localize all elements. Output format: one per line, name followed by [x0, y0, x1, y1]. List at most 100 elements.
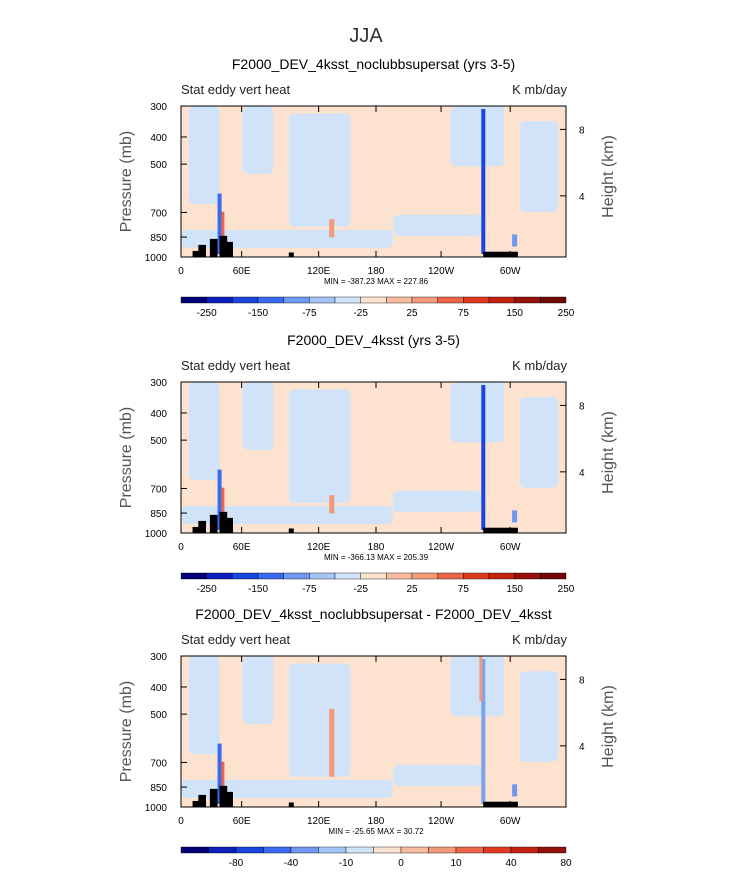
colorbar-swatch	[232, 296, 259, 304]
x-tick-label: 120E	[307, 816, 331, 827]
y-tick-label: 300	[150, 102, 167, 113]
colorbar-swatch	[488, 296, 515, 304]
height-tick-label: 4	[579, 192, 585, 203]
colorbar-swatch	[463, 572, 490, 580]
colorbar-swatch	[290, 846, 319, 854]
y-tick-label: 1000	[145, 803, 168, 814]
terrain-block	[209, 238, 218, 257]
cold-core-60w	[481, 385, 486, 530]
cold-core-africa	[217, 743, 222, 804]
y-tick-label: 500	[150, 710, 167, 721]
colorbar-swatch	[283, 296, 310, 304]
colorbar-label: -75	[302, 308, 317, 319]
colorbar-swatch	[208, 846, 237, 854]
colorbar-label: 80	[560, 858, 572, 869]
cold-core-60w	[481, 659, 486, 804]
warm-core-120e	[329, 219, 335, 238]
colorbar-swatch	[345, 846, 374, 854]
x-tick-label: 120W	[428, 816, 455, 827]
colorbar-swatch	[257, 572, 284, 580]
field-patch-negative	[450, 382, 505, 443]
terrain-block	[209, 788, 218, 807]
terrain-block	[225, 517, 233, 533]
field-patch-negative	[181, 229, 393, 248]
colorbar-swatch	[309, 296, 336, 304]
colorbar-swatch	[488, 572, 515, 580]
colorbar-swatch	[283, 572, 310, 580]
cold-core-africa	[217, 469, 222, 530]
y-tick-label: 500	[150, 160, 167, 171]
x-tick-label: 120E	[307, 542, 331, 553]
colorbar-label: 0	[398, 858, 404, 869]
height-tick-label: 4	[579, 742, 585, 753]
colorbar-swatch	[206, 572, 233, 580]
y-axis-label-right: Height (km)	[600, 135, 617, 218]
colorbar-swatch	[334, 296, 361, 304]
terrain-block	[483, 527, 518, 533]
x-tick-label: 60E	[233, 816, 251, 827]
field-patch-negative	[519, 397, 559, 488]
terrain-block	[288, 802, 294, 807]
warm-core-120e	[329, 708, 335, 777]
colorbar-swatch	[360, 296, 387, 304]
height-tick-label: 8	[579, 675, 585, 686]
right-label: K mb/day	[512, 82, 567, 97]
colorbar-swatch	[232, 572, 259, 580]
field-patch-negative	[519, 671, 559, 762]
colorbar-label: 250	[558, 584, 575, 595]
colorbar-swatch	[386, 572, 413, 580]
x-tick-label: 60E	[233, 266, 251, 277]
warm-core-africa	[221, 487, 225, 530]
colorbar-swatch	[263, 846, 292, 854]
y-tick-label: 700	[150, 758, 167, 769]
y-tick-label: 300	[150, 652, 167, 663]
panel-title: F2000_DEV_4ksst_noclubbsupersat (yrs 3-5…	[232, 56, 515, 72]
colorbar-label: -150	[248, 584, 268, 595]
cold-core-east	[512, 234, 518, 247]
terrain-block	[225, 791, 233, 807]
colorbar-swatch	[483, 846, 512, 854]
colorbar-swatch	[540, 572, 567, 580]
field-patch-negative	[188, 106, 220, 205]
y-tick-label: 850	[150, 233, 167, 244]
colorbar-label: 75	[458, 584, 470, 595]
height-tick-label: 8	[579, 401, 585, 412]
colorbar-swatch	[318, 846, 347, 854]
terrain-block	[198, 520, 207, 533]
warm-core-africa	[221, 761, 225, 804]
colorbar-swatch	[455, 846, 484, 854]
colorbar-swatch	[538, 846, 567, 854]
colorbar-swatch	[360, 572, 387, 580]
terrain-block	[225, 241, 233, 257]
colorbar-swatch	[463, 296, 490, 304]
y-tick-label: 500	[150, 436, 167, 447]
colorbar-label: 150	[506, 308, 523, 319]
x-tick-label: 60W	[500, 816, 521, 827]
min-max-stats: MIN = -387.23 MAX = 227.86	[324, 277, 429, 286]
terrain-block	[209, 514, 218, 533]
panel-2: F2000_DEV_4ksst (yrs 3-5) Stat eddy vert …	[118, 332, 617, 595]
terrain-block	[219, 785, 228, 807]
plot-frame	[180, 105, 567, 258]
y-tick-label: 700	[150, 208, 167, 219]
y-tick-label: 1000	[145, 529, 168, 540]
field-patch-negative	[392, 764, 482, 786]
colorbar-swatch	[180, 846, 209, 854]
height-tick-label: 4	[579, 468, 585, 479]
terrain-block	[192, 526, 201, 533]
right-label: K mb/day	[512, 358, 567, 373]
cold-core-east	[512, 510, 518, 523]
cold-core-60w	[481, 109, 486, 254]
y-tick-label: 400	[150, 409, 167, 420]
x-tick-label: 60W	[500, 266, 521, 277]
terrain-block	[219, 511, 228, 533]
x-tick-label: 0	[178, 266, 184, 277]
colorbar-swatch	[437, 296, 464, 304]
y-tick-label: 1000	[145, 253, 168, 264]
cold-core-africa	[217, 193, 222, 254]
colorbar-swatch	[437, 572, 464, 580]
colorbar-label: -250	[197, 308, 217, 319]
x-tick-label: 120W	[428, 542, 455, 553]
terrain-block	[288, 528, 294, 533]
